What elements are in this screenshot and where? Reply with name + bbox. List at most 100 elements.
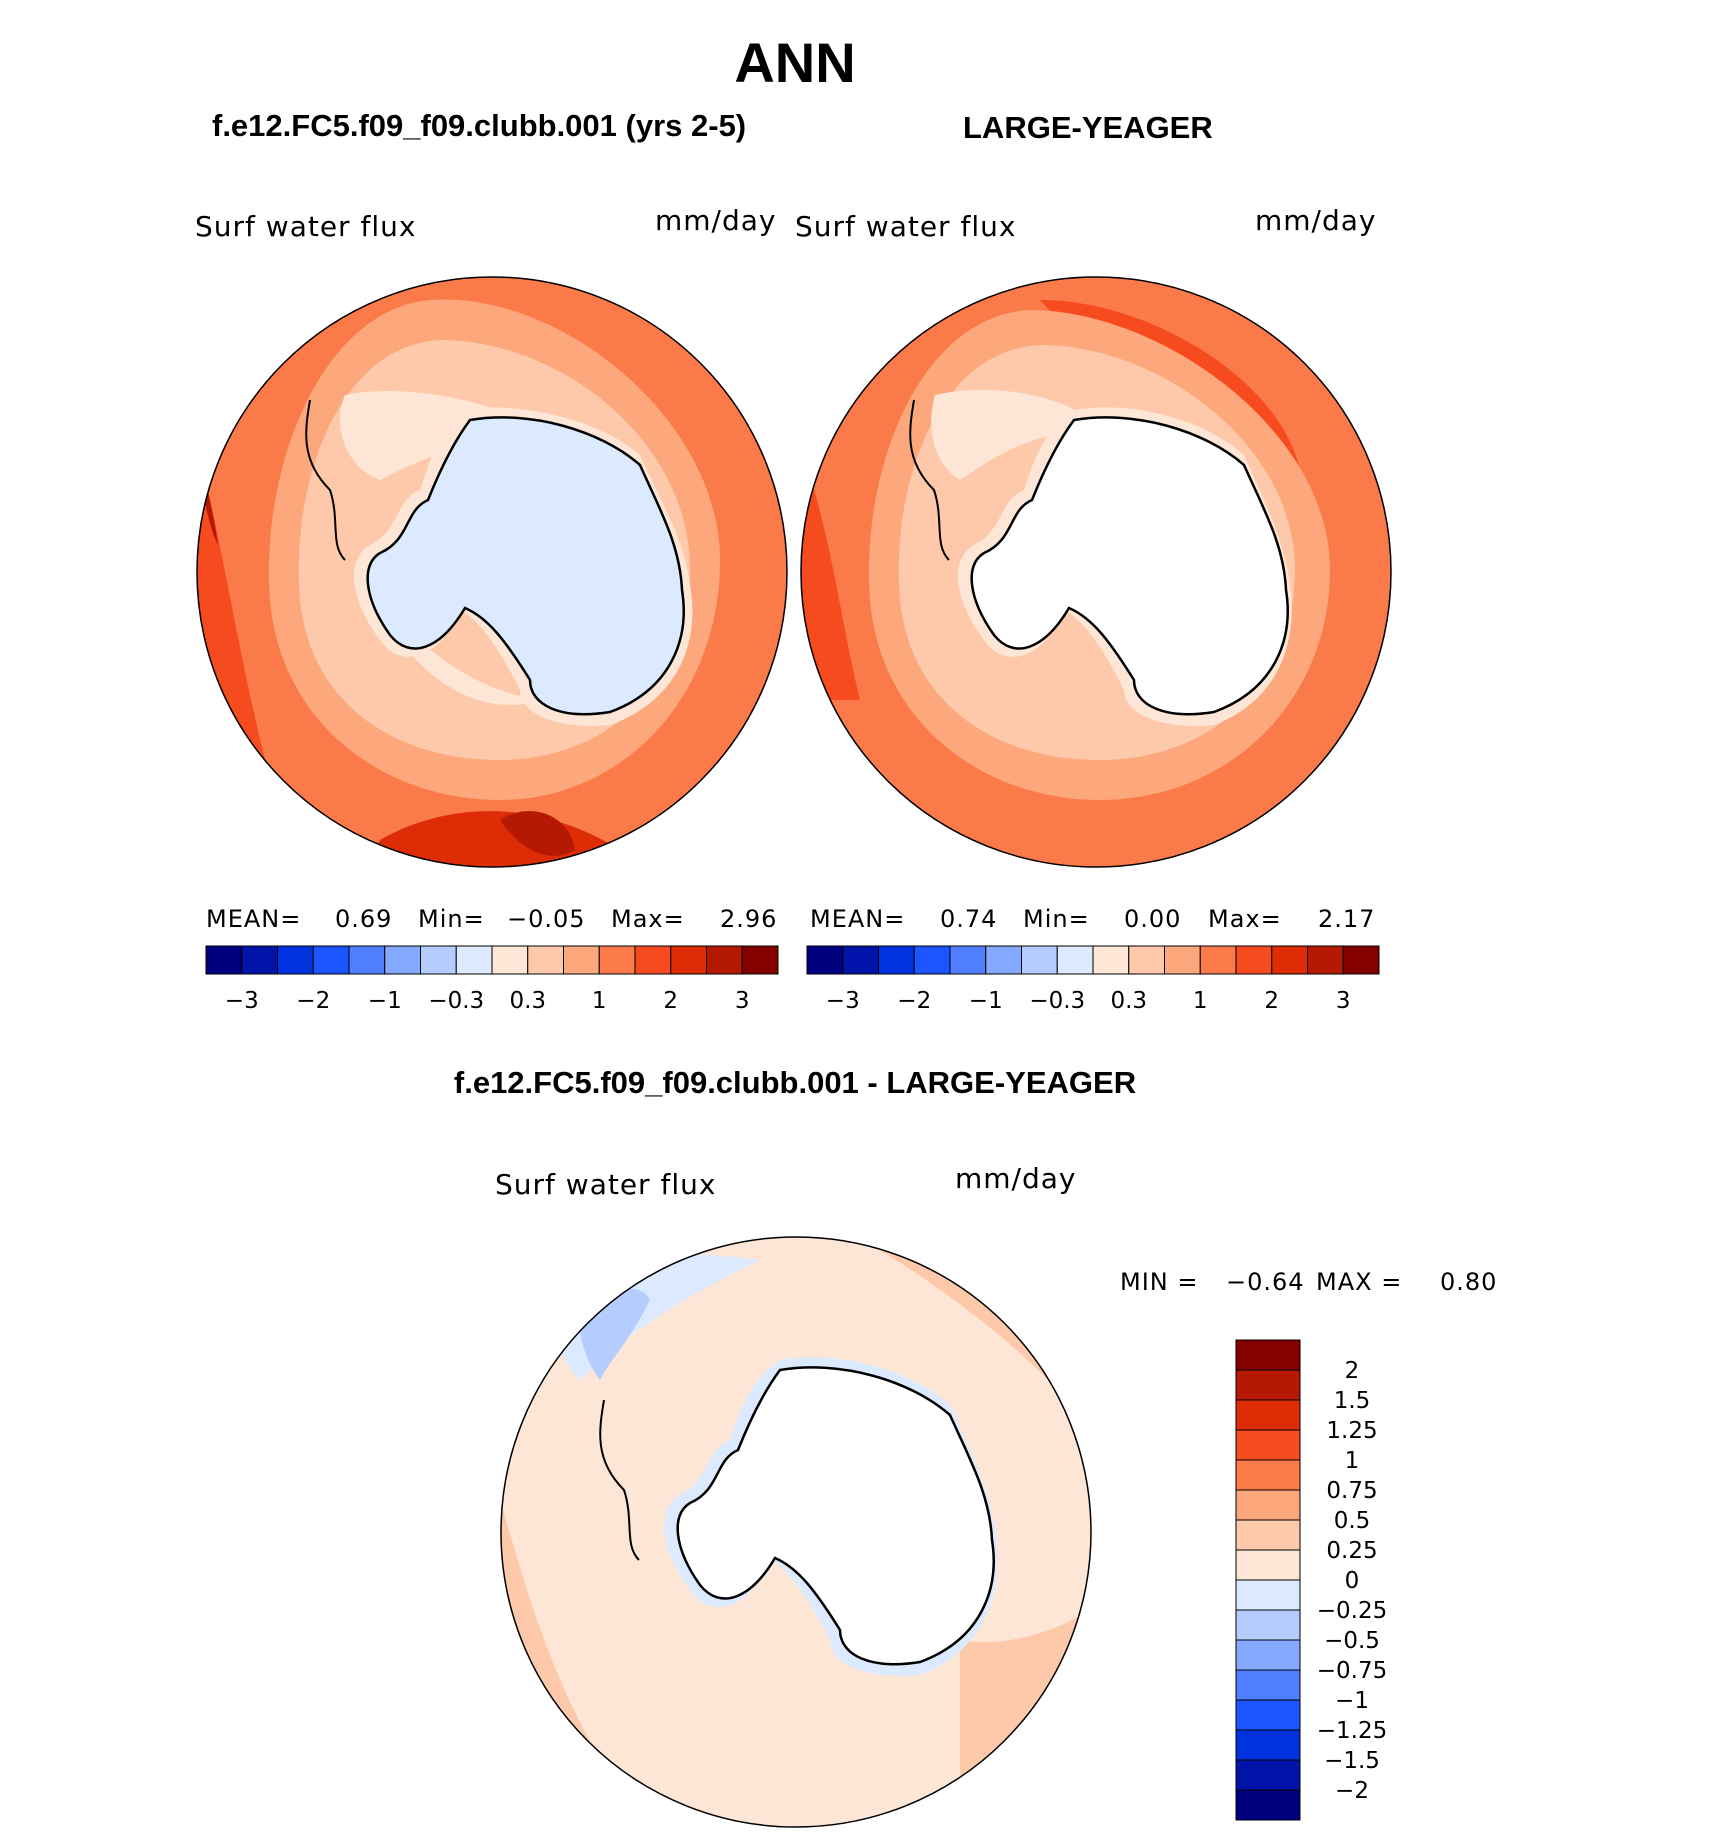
right-colorbar-tick-label: 3 bbox=[1336, 988, 1351, 1014]
antarctica-right bbox=[971, 417, 1288, 715]
left-colorbar-tick-label: 1 bbox=[592, 988, 607, 1014]
diff-colorbar-swatch bbox=[1235, 1339, 1301, 1371]
diff-colorbar-swatch bbox=[1235, 1669, 1301, 1701]
right-max-value: 2.17 bbox=[1318, 905, 1376, 933]
left-min-value: −0.05 bbox=[507, 905, 586, 933]
left-variable-label: Surf water flux bbox=[195, 210, 417, 243]
diff-polar-map bbox=[500, 1236, 1092, 1828]
coastline-right bbox=[970, 416, 1289, 716]
left-colorbar-swatch bbox=[205, 945, 243, 975]
right-min-value: 0.00 bbox=[1124, 905, 1182, 933]
diff-colorbar-tick-label: 2 bbox=[1345, 1358, 1360, 1384]
diff-colorbar-tick-label: 1 bbox=[1345, 1448, 1360, 1474]
diff-colorbar-swatch bbox=[1235, 1549, 1301, 1581]
diff-max-label: MAX = bbox=[1316, 1268, 1403, 1296]
right-colorbar-swatch bbox=[1056, 945, 1094, 975]
diff-colorbar-tick-label: 0.5 bbox=[1334, 1508, 1371, 1534]
right-colorbar-swatch bbox=[1092, 945, 1130, 975]
diff-colorbar-tick-label: −0.75 bbox=[1317, 1658, 1387, 1684]
right-map-ring-weddell bbox=[931, 389, 1100, 480]
antarctica-diff bbox=[677, 1367, 994, 1665]
right-colorbar-swatch bbox=[949, 945, 987, 975]
right-max-label: Max= bbox=[1208, 905, 1282, 933]
right-colorbar-swatch bbox=[806, 945, 844, 975]
diff-colorbar-tick-label: 0.25 bbox=[1326, 1538, 1377, 1564]
antarctica-left bbox=[367, 417, 684, 715]
right-colorbar-swatch bbox=[1199, 945, 1237, 975]
right-colorbar-swatch bbox=[1307, 945, 1344, 975]
diff-map-border bbox=[500, 1236, 1092, 1828]
right-colorbar: −3 −2 −1 −0.3 0.3 1 2 3 bbox=[806, 945, 1380, 1014]
left-polar-map bbox=[196, 276, 788, 868]
left-colorbar-swatch bbox=[706, 945, 743, 975]
right-panel-case-title: LARGE-YEAGER bbox=[963, 110, 1213, 145]
left-colorbar-tick-label: −1 bbox=[368, 988, 402, 1014]
right-colorbar-tick-label: 0.3 bbox=[1110, 988, 1147, 1014]
left-mean-label: MEAN= bbox=[206, 905, 302, 933]
left-map-border bbox=[196, 276, 788, 868]
right-map-border bbox=[800, 276, 1392, 868]
left-units-label: mm/day bbox=[655, 204, 777, 237]
left-colorbar-swatch bbox=[384, 945, 421, 975]
left-colorbar-swatch bbox=[563, 945, 600, 975]
left-colorbar-tick-label: 2 bbox=[663, 988, 678, 1014]
diff-colorbar-swatch bbox=[1235, 1399, 1301, 1431]
right-variable-label: Surf water flux bbox=[795, 210, 1017, 243]
diff-colorbar-tick-label: −0.25 bbox=[1317, 1598, 1387, 1624]
right-colorbar-swatch bbox=[1271, 945, 1308, 975]
coastline-left bbox=[366, 416, 685, 716]
diff-panel-title: f.e12.FC5.f09_f09.clubb.001 - LARGE-YEAG… bbox=[453, 1065, 1137, 1100]
left-colorbar-tick-label: 0.3 bbox=[509, 988, 546, 1014]
diff-min-label: MIN = bbox=[1120, 1268, 1199, 1296]
left-colorbar-swatch bbox=[420, 945, 457, 975]
diff-colorbar-tick-label: −1.25 bbox=[1317, 1718, 1387, 1744]
right-polar-map bbox=[800, 276, 1392, 868]
left-map-region-west-max bbox=[200, 450, 218, 545]
diff-colorbar-tick-label: −1.5 bbox=[1324, 1748, 1380, 1774]
right-mean-value: 0.74 bbox=[940, 905, 998, 933]
left-colorbar-swatch bbox=[670, 945, 707, 975]
peninsula-right bbox=[909, 399, 950, 561]
right-colorbar-swatch bbox=[1021, 945, 1058, 975]
right-colorbar-tick-label: −0.3 bbox=[1029, 988, 1085, 1014]
right-colorbar-swatch bbox=[913, 945, 951, 975]
right-colorbar-tick-label: −2 bbox=[897, 988, 931, 1014]
diff-colorbar-swatch bbox=[1235, 1519, 1301, 1551]
right-colorbar-swatch bbox=[1342, 945, 1380, 975]
diff-colorbar-tick-label: 0 bbox=[1345, 1568, 1360, 1594]
right-mean-label: MEAN= bbox=[810, 905, 906, 933]
right-units-label: mm/day bbox=[1255, 204, 1377, 237]
left-map-region-max bbox=[500, 811, 575, 856]
left-max-label: Max= bbox=[611, 905, 685, 933]
right-colorbar-swatch bbox=[1128, 945, 1165, 975]
coastline-diff bbox=[676, 1366, 995, 1666]
diff-colorbar-tick-label: 1.5 bbox=[1334, 1388, 1371, 1414]
left-colorbar-swatch bbox=[348, 945, 386, 975]
left-min-label: Min= bbox=[418, 905, 485, 933]
diff-colorbar-swatch bbox=[1235, 1639, 1301, 1671]
peninsula-diff bbox=[599, 1399, 640, 1561]
right-colorbar-swatch bbox=[1164, 945, 1201, 975]
diff-colorbar-swatch bbox=[1235, 1789, 1301, 1821]
left-panel-case-title: f.e12.FC5.f09_f09.clubb.001 (yrs 2-5) bbox=[212, 108, 747, 143]
left-colorbar-swatch bbox=[634, 945, 672, 975]
diff-colorbar-swatch bbox=[1235, 1459, 1301, 1491]
diff-colorbar-swatch bbox=[1235, 1759, 1301, 1791]
left-colorbar-swatch bbox=[598, 945, 636, 975]
left-colorbar: −3 −2 −1 −0.3 0.3 1 2 3 bbox=[205, 945, 779, 1014]
right-colorbar-tick-label: 2 bbox=[1264, 988, 1279, 1014]
left-colorbar-tick-label: −3 bbox=[225, 988, 259, 1014]
diff-colorbar-tick-label: 1.25 bbox=[1326, 1418, 1377, 1444]
right-colorbar-tick-label: −1 bbox=[969, 988, 1003, 1014]
diff-min-value: −0.64 bbox=[1226, 1268, 1305, 1296]
diff-colorbar-swatch bbox=[1235, 1609, 1301, 1641]
diff-colorbar-swatch bbox=[1235, 1489, 1301, 1521]
diff-colorbar-swatch bbox=[1235, 1369, 1301, 1401]
left-colorbar-swatch bbox=[527, 945, 564, 975]
diff-units-label: mm/day bbox=[955, 1162, 1077, 1195]
left-colorbar-swatch bbox=[241, 945, 278, 975]
right-colorbar-swatch bbox=[878, 945, 915, 975]
diff-colorbar-swatch bbox=[1235, 1729, 1301, 1761]
figure-title: ANN bbox=[734, 31, 856, 94]
